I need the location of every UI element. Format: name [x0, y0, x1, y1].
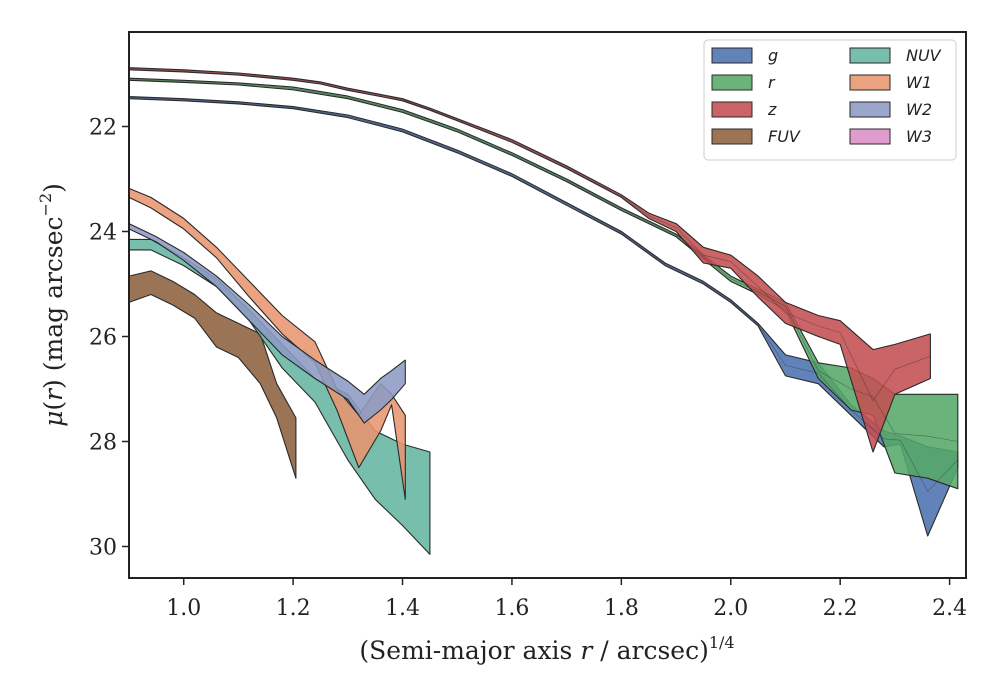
band-r	[128, 77, 959, 490]
legend-swatch-z	[711, 101, 753, 118]
legend-label-g: g	[768, 46, 778, 65]
x-tick-label: 2.2	[823, 596, 858, 621]
profile-line-g	[128, 97, 959, 492]
x-axis-label: (Semi-major axis r / arcsec)1/4	[359, 633, 734, 665]
band-w1	[128, 187, 406, 500]
legend-swatch-w1	[849, 74, 891, 91]
profile-line-z	[128, 68, 931, 402]
x-tick-label: 1.0	[166, 596, 201, 621]
legend-label-w1: W1	[906, 73, 932, 92]
legend-label-z: z	[767, 100, 777, 119]
y-tick-label: 30	[89, 536, 117, 561]
outer-profile-lines	[128, 68, 959, 492]
y-axis: 22 24 26 28 30	[89, 116, 129, 561]
x-axis: 1.0 1.2 1.4 1.6 1.8 2.0 2.2 2.4	[166, 578, 967, 621]
legend-swatch-fuv	[711, 128, 753, 145]
legend-box	[703, 39, 957, 161]
legend-swatch-w3	[849, 128, 891, 145]
profile-bands	[128, 67, 959, 555]
legend-label-nuv: NUV	[906, 46, 942, 65]
band-z	[128, 67, 931, 453]
x-tick-label: 1.4	[385, 596, 420, 621]
y-tick-label: 24	[89, 221, 117, 246]
y-tick-label: 26	[89, 326, 117, 351]
band-fuv	[128, 270, 297, 479]
y-axis-label: μ(r) (mag arcsec−2)	[36, 183, 68, 427]
x-tick-label: 2.4	[932, 596, 967, 621]
legend-swatch-g	[711, 47, 753, 64]
x-tick-label: 1.8	[604, 596, 639, 621]
x-tick-label: 2.0	[713, 596, 748, 621]
profile-line-r	[128, 79, 958, 442]
x-tick-label: 1.6	[494, 596, 529, 621]
legend-label-w3: W3	[906, 127, 932, 146]
y-tick-label: 28	[89, 431, 117, 456]
band-w2	[128, 223, 406, 424]
y-tick-label: 22	[89, 116, 117, 141]
legend-label-w2: W2	[906, 100, 932, 119]
legend-swatch-w2	[849, 101, 891, 118]
legend-swatch-r	[711, 74, 753, 91]
plot-frame	[128, 31, 967, 579]
legend-label-fuv: FUV	[768, 127, 801, 146]
x-tick-label: 1.2	[276, 596, 311, 621]
legend-swatch-nuv	[849, 47, 891, 64]
legend: grz FUV NUV W1 W2 W3	[703, 39, 957, 161]
legend-label-r: r	[768, 73, 776, 92]
